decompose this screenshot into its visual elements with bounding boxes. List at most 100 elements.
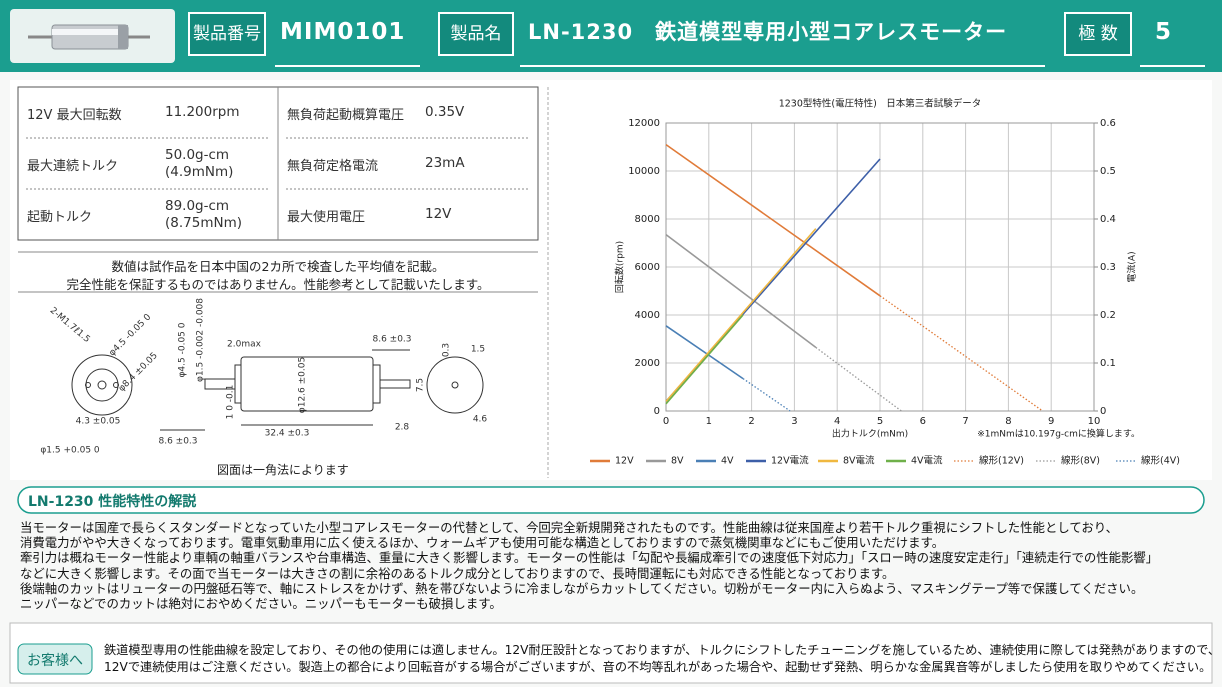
spec-label: 12V 最大回転数 [27, 107, 122, 123]
legend-label: 12V [615, 456, 634, 467]
legend-label: 線形(4V) [1141, 455, 1180, 467]
x-tick-label: 9 [1048, 416, 1054, 427]
spec-value: 12V [425, 206, 452, 222]
motor-drawing [71, 349, 484, 431]
x-tick-label: 2 [748, 416, 754, 427]
y2-tick-label: 0.4 [1100, 214, 1116, 225]
y-tick-label: 6000 [635, 262, 660, 273]
dimension-label: 7.5 [416, 378, 426, 392]
dimension-label: 1.5 [471, 345, 485, 355]
chart-note: ※1mNmは10.197g-cmに換算します。 [977, 428, 1140, 440]
dimension-label: 8.6 ±0.3 [372, 335, 411, 345]
x-tick-label: 8 [1005, 416, 1011, 427]
series-line [815, 346, 902, 412]
y2-tick-label: 0.1 [1100, 358, 1116, 369]
y-tick-label: 0 [654, 406, 660, 417]
y2-tick-label: 0.2 [1100, 310, 1116, 321]
x-tick-label: 5 [877, 416, 883, 427]
customer-line: 鉄道模型専用の性能曲線を設定しており、その他の使用には適しません。12V耐圧設計… [104, 643, 1221, 657]
y-tick-label: 8000 [635, 214, 660, 225]
x-axis-label: 出力トルク(mNm) [832, 428, 908, 440]
dimension-label: 8.6 ±0.3 [158, 437, 197, 447]
legend-label: 4V電流 [911, 455, 943, 467]
customer-box [9, 622, 1213, 684]
spec-value: (8.75mNm) [165, 214, 242, 231]
x-tick-label: 4 [834, 416, 840, 427]
product-name-label: 製品名 [438, 12, 514, 56]
spec-value: 23mA [425, 155, 465, 171]
content-panel [10, 80, 1212, 480]
section-line: 消費電力がやや大きくなっております。電車気動車用に広く使えるほか、ウォームギアも… [20, 535, 945, 551]
section-line: 当モーターは国産で長らくスタンダードとなっていた小型コアレスモーターの代替として… [20, 520, 1119, 535]
customer-label-frame [17, 643, 93, 675]
y2-tick-label: 0.5 [1100, 166, 1116, 177]
customer-line: 12Vで連続使用はご注意ください。製造上の都合により回転音がする場合がございます… [104, 660, 1212, 674]
x-tick-label: 7 [962, 416, 968, 427]
legend-label: 線形(8V) [1061, 455, 1100, 467]
poles-label: 極 数 [1064, 12, 1132, 56]
section-line: などに大きく影響します。その面で当モーターは大きさの割に余裕のあるトルク成分とし… [20, 565, 895, 581]
chart-title: 1230型特性(電圧特性) 日本第三者試験データ [779, 98, 982, 110]
legend-label: 8V [671, 456, 684, 467]
legend-label: 線形(12V) [979, 455, 1024, 467]
series-line [742, 378, 791, 412]
x-tick-label: 0 [663, 416, 669, 427]
series-line [665, 233, 817, 349]
dimension-label: φ12.6 ±0.05 [298, 357, 308, 413]
legend-label: 12V電流 [771, 455, 809, 467]
dimension-label: 0.3 [442, 343, 452, 357]
spec-value: 0.35V [425, 104, 465, 120]
product-no-label: 製品番号 [188, 12, 266, 56]
plot-frame [665, 122, 1095, 412]
spec-label: 起動トルク [27, 209, 93, 225]
dimension-label: 2.0max [227, 340, 262, 350]
section-title: LN-1230 性能特性の解説 [28, 494, 197, 510]
spec-label: 無負荷起動概算電圧 [287, 107, 405, 123]
section-line: 牽引力は概ねモーター性能より車輌の軸重バランスや台車構造、重量に大きく影響します… [20, 550, 1159, 566]
dimension-label: φ4.5 -0.05 0 [178, 322, 188, 377]
y-tick-label: 10000 [628, 166, 660, 177]
y-tick-label: 2000 [635, 358, 660, 369]
section-heading-frame [17, 486, 1205, 514]
spec-label: 無負荷定格電流 [287, 158, 379, 174]
section-line: ニッパーなどでのカットは絶対におやめください。ニッパーもモーターも破損します。 [20, 596, 502, 611]
y-tick-label: 4000 [635, 310, 660, 321]
series-line [665, 143, 881, 297]
dimension-label: 32.4 ±0.3 [265, 429, 310, 439]
note-line: 完全性能を保証するものではありません。性能参考として記載いたします。 [66, 277, 490, 292]
series-line [665, 325, 744, 380]
motor-photo [28, 24, 150, 50]
x-tick-label: 1 [706, 416, 712, 427]
series-line [665, 228, 817, 402]
dimension-label: 4.6 [473, 415, 488, 425]
x-tick-label: 6 [920, 416, 926, 427]
spec-label: 最大連続トルク [27, 158, 119, 174]
y2-tick-label: 0.6 [1100, 118, 1116, 129]
spec-value: (4.9mNm) [165, 163, 234, 180]
product-no: MIM0101 [280, 19, 406, 45]
x-tick-label: 10 [1088, 416, 1101, 427]
y2-tick-label: 0.3 [1100, 262, 1116, 273]
dimension-label: 4.3 ±0.05 [76, 417, 121, 427]
dimension-label: φ1.5 -0.002 -0.008 [196, 298, 206, 382]
customer-label: お客様へ [27, 653, 83, 669]
spec-value: 50.0g-cm [165, 146, 230, 163]
drawing-caption: 図面は一角法によります [217, 463, 349, 477]
y2-axis-label: 電流(A) [1126, 251, 1138, 282]
y2-tick-label: 0 [1100, 406, 1106, 417]
spec-value: 89.0g-cm [165, 197, 230, 214]
dimension-label: φ1.5 +0.05 0 [40, 446, 100, 456]
series-line [665, 314, 744, 405]
y-tick-label: 12000 [628, 118, 660, 129]
y-axis-label: 回転数(rpm) [614, 241, 626, 293]
x-tick-label: 3 [791, 416, 797, 427]
legend-label: 8V電流 [843, 455, 875, 467]
legend-label: 4V [721, 456, 734, 467]
section-line: 後端軸のカットはリューターの円盤砥石等で、軸にストレスをかけず、熱を帯びないよう… [20, 580, 1144, 596]
poles: 5 [1155, 19, 1173, 45]
spec-label: 最大使用電圧 [287, 209, 366, 225]
spec-value: 11.200rpm [165, 104, 240, 120]
note-line: 数値は試作品を日本中国の2カ所で検査した平均値を記載。 [111, 259, 445, 274]
